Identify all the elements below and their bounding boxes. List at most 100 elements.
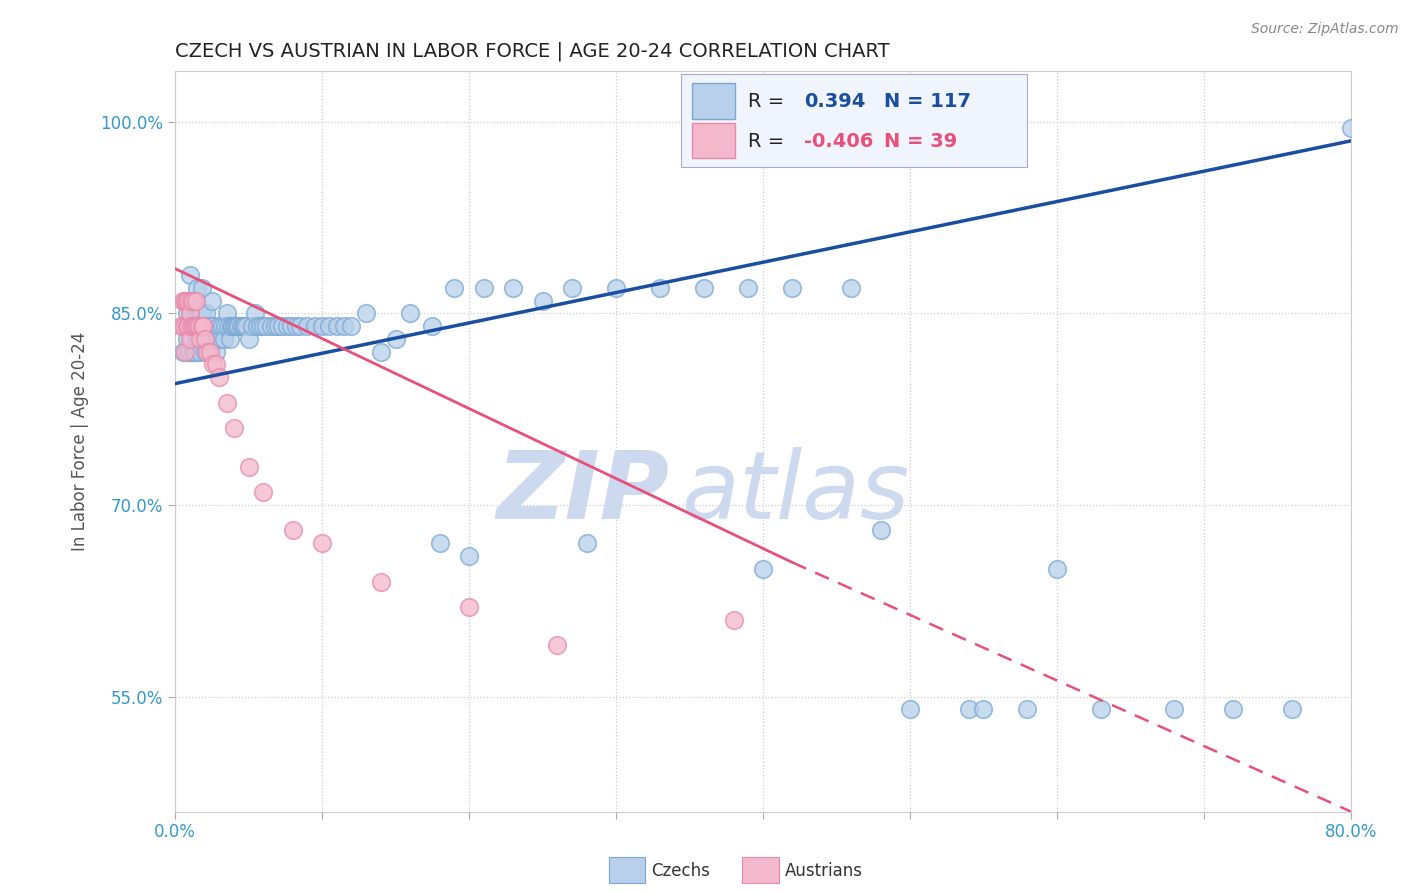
Point	[384, 332, 406, 346]
Point	[311, 319, 333, 334]
Point	[238, 459, 260, 474]
Point	[212, 332, 235, 346]
Point	[180, 319, 202, 334]
Point	[187, 319, 209, 334]
Point	[249, 319, 271, 334]
FancyBboxPatch shape	[681, 74, 1028, 167]
Point	[575, 536, 598, 550]
Point	[170, 319, 193, 334]
Point	[176, 293, 198, 308]
Point	[184, 319, 207, 334]
Point	[190, 281, 212, 295]
Point	[233, 319, 256, 334]
Point	[280, 319, 302, 334]
Point	[252, 319, 274, 334]
Point	[458, 600, 481, 615]
Point	[172, 293, 194, 308]
Text: Source: ZipAtlas.com: Source: ZipAtlas.com	[1251, 22, 1399, 37]
Point	[186, 332, 208, 346]
Point	[174, 293, 197, 308]
Point	[179, 293, 201, 308]
Point	[179, 319, 201, 334]
Point	[186, 281, 208, 295]
Point	[209, 332, 232, 346]
Point	[187, 319, 209, 334]
Point	[429, 536, 451, 550]
FancyBboxPatch shape	[692, 83, 735, 119]
Point	[211, 319, 233, 334]
Point	[208, 370, 231, 384]
Point	[184, 344, 207, 359]
Point	[231, 319, 253, 334]
Point	[260, 319, 283, 334]
Point	[181, 319, 204, 334]
Point	[354, 306, 377, 320]
Point	[193, 319, 215, 334]
Point	[207, 332, 229, 346]
Point	[195, 332, 218, 346]
Point	[181, 293, 204, 308]
Point	[693, 281, 716, 295]
Point	[972, 702, 994, 716]
Point	[723, 613, 745, 627]
Point	[179, 306, 201, 320]
Point	[225, 319, 247, 334]
Point	[190, 332, 212, 346]
Point	[193, 332, 215, 346]
Point	[201, 293, 224, 308]
Point	[288, 319, 311, 334]
Point	[340, 319, 363, 334]
Point	[205, 358, 228, 372]
Point	[214, 319, 236, 334]
Point	[271, 319, 294, 334]
Point	[177, 319, 200, 334]
Text: R =: R =	[748, 92, 785, 112]
Point	[222, 421, 245, 435]
Point	[221, 319, 243, 334]
Point	[737, 281, 759, 295]
Point	[252, 485, 274, 500]
Point	[264, 319, 287, 334]
Point	[1281, 702, 1303, 716]
Point	[267, 319, 290, 334]
Point	[179, 268, 201, 282]
Point	[186, 319, 208, 334]
Point	[1163, 702, 1185, 716]
Point	[1046, 562, 1069, 576]
Point	[240, 319, 263, 334]
Point	[228, 319, 250, 334]
Point	[197, 319, 219, 334]
Point	[546, 639, 568, 653]
Point	[318, 319, 340, 334]
Point	[190, 306, 212, 320]
Point	[174, 293, 197, 308]
Point	[304, 319, 326, 334]
Text: Austrians: Austrians	[785, 862, 862, 880]
Point	[1017, 702, 1039, 716]
Point	[201, 319, 224, 334]
Point	[472, 281, 495, 295]
Point	[177, 293, 200, 308]
Point	[190, 319, 212, 334]
Point	[222, 319, 245, 334]
Point	[333, 319, 356, 334]
Point	[183, 319, 205, 334]
Point	[458, 549, 481, 563]
Point	[195, 306, 218, 320]
FancyBboxPatch shape	[692, 122, 735, 158]
Point	[752, 562, 775, 576]
Point	[254, 319, 277, 334]
Point	[176, 319, 198, 334]
Point	[191, 319, 214, 334]
Text: N = 39: N = 39	[884, 131, 957, 151]
Point	[839, 281, 862, 295]
Point	[176, 332, 198, 346]
Point	[179, 332, 201, 346]
Point	[197, 344, 219, 359]
Point	[370, 574, 392, 589]
Point	[183, 344, 205, 359]
Point	[172, 344, 194, 359]
Y-axis label: In Labor Force | Age 20-24: In Labor Force | Age 20-24	[72, 332, 89, 550]
Point	[198, 332, 221, 346]
Point	[443, 281, 465, 295]
